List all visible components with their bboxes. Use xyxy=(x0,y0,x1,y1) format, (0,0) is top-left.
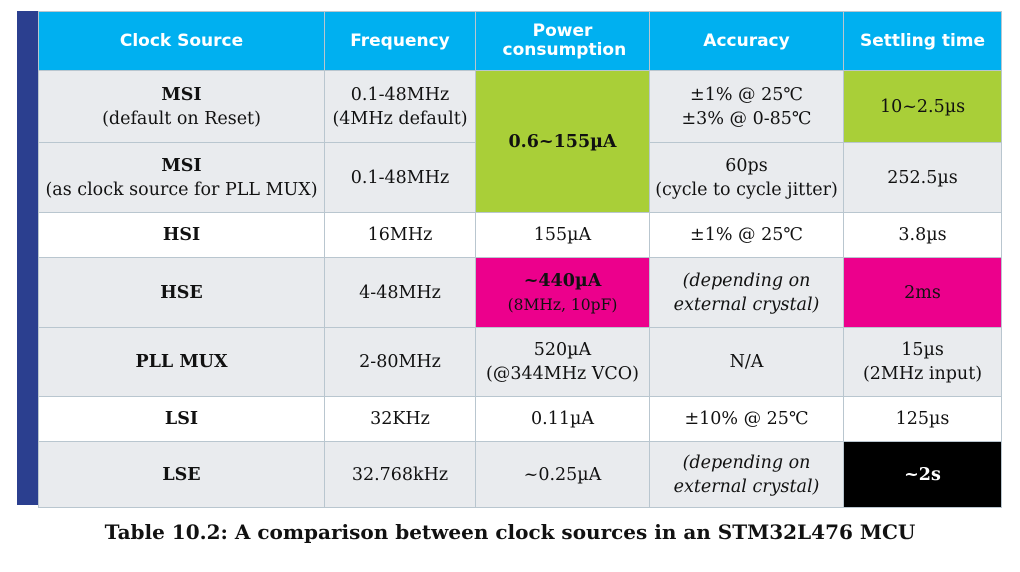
accuracy-line: (depending on xyxy=(682,452,811,473)
cell-settling: 10~2.5µs xyxy=(843,70,1002,143)
clock-comparison-table: Clock Source Frequency Power consumption… xyxy=(38,11,1002,508)
cell-source: MSI (as clock source for PLL MUX) xyxy=(38,142,325,213)
cell-settling: 15µs (2MHz input) xyxy=(843,327,1002,397)
header-accuracy: Accuracy xyxy=(649,11,844,71)
accuracy-line: ±1% @ 25℃ xyxy=(690,84,803,105)
power-value: ~440µA xyxy=(523,270,602,291)
table-header-row: Clock Source Frequency Power consumption… xyxy=(38,11,1002,71)
table-row: PLL MUX 2-80MHz 520µA (@344MHz VCO) N/A … xyxy=(38,327,1002,397)
accuracy-line: 60ps xyxy=(725,155,768,176)
settling-note: (2MHz input) xyxy=(862,364,983,384)
cell-frequency: 4-48MHz xyxy=(324,257,476,328)
cell-source: HSI xyxy=(38,212,325,258)
cell-accuracy: (depending on external crystal) xyxy=(649,257,844,328)
cell-settling: 3.8µs xyxy=(843,212,1002,258)
cell-accuracy: 60ps (cycle to cycle jitter) xyxy=(649,142,844,213)
cell-settling: 252.5µs xyxy=(843,142,1002,213)
settling-value: 15µs xyxy=(901,340,944,360)
cell-accuracy: (depending on external crystal) xyxy=(649,441,844,508)
cell-power: ~0.25µA xyxy=(475,441,650,508)
accuracy-note: (cycle to cycle jitter) xyxy=(655,179,838,200)
source-name: MSI xyxy=(161,84,202,105)
settling-value: 10~2.5µs xyxy=(879,96,966,117)
power-value: 0.6~155µA xyxy=(508,131,617,152)
cell-settling: ~2s xyxy=(843,441,1002,508)
header-frequency: Frequency xyxy=(324,11,476,71)
table-row: HSI 16MHz 155µA ±1% @ 25℃ 3.8µs xyxy=(38,212,1002,258)
accuracy-line: ±3% @ 0-85℃ xyxy=(681,108,812,129)
cell-power-merged: 0.6~155µA xyxy=(475,70,650,213)
cell-source: LSE xyxy=(38,441,325,508)
cell-settling: 125µs xyxy=(843,396,1002,442)
cell-frequency: 16MHz xyxy=(324,212,476,258)
cell-accuracy: N/A xyxy=(649,327,844,397)
cell-frequency: 2-80MHz xyxy=(324,327,476,397)
cell-accuracy: ±10% @ 25℃ xyxy=(649,396,844,442)
cell-power: 155µA xyxy=(475,212,650,258)
cell-source: HSE xyxy=(38,257,325,328)
cell-source: LSI xyxy=(38,396,325,442)
source-name: MSI xyxy=(161,155,202,176)
table-row: MSI (default on Reset) 0.1-48MHz (4MHz d… xyxy=(38,70,1002,213)
settling-value: 252.5µs xyxy=(887,167,958,188)
table-caption: Table 10.2: A comparison between clock s… xyxy=(104,520,916,544)
table-row: MSI (as clock source for PLL MUX) 0.1-48… xyxy=(38,142,1002,213)
source-note: (default on Reset) xyxy=(102,108,261,129)
cell-frequency: 32.768kHz xyxy=(324,441,476,508)
cell-accuracy: ±1% @ 25℃ xyxy=(649,212,844,258)
cell-accuracy: ±1% @ 25℃ ±3% @ 0-85℃ xyxy=(649,70,844,143)
header-clock-source: Clock Source xyxy=(38,11,325,71)
header-power-label: Power consumption xyxy=(502,21,627,60)
frequency-line: 0.1-48MHz xyxy=(350,84,450,105)
frequency-note: (4MHz default) xyxy=(332,108,468,129)
power-note: (8MHz, 10pF) xyxy=(507,295,618,314)
cell-frequency: 0.1-48MHz (4MHz default) xyxy=(324,70,476,143)
frequency-line: 0.1-48MHz xyxy=(350,167,450,188)
cell-power: ~440µA (8MHz, 10pF) xyxy=(475,257,650,328)
left-accent-bar xyxy=(17,11,38,505)
table-row: LSI 32KHz 0.11µA ±10% @ 25℃ 125µs xyxy=(38,396,1002,442)
cell-power: 0.11µA xyxy=(475,396,650,442)
source-note: (as clock source for PLL MUX) xyxy=(45,179,318,200)
cell-frequency: 32KHz xyxy=(324,396,476,442)
cell-source: MSI (default on Reset) xyxy=(38,70,325,143)
accuracy-line: external crystal) xyxy=(673,294,820,315)
cell-settling: 2ms xyxy=(843,257,1002,328)
accuracy-line: (depending on xyxy=(682,270,811,291)
header-settling-time: Settling time xyxy=(843,11,1002,71)
table-row: HSE 4-48MHz ~440µA (8MHz, 10pF) (dependi… xyxy=(38,257,1002,328)
cell-frequency: 0.1-48MHz xyxy=(324,142,476,213)
accuracy-line: external crystal) xyxy=(673,476,820,497)
cell-power: 520µA (@344MHz VCO) xyxy=(475,327,650,397)
cell-source: PLL MUX xyxy=(38,327,325,397)
power-value: 520µA xyxy=(533,340,592,360)
power-note: (@344MHz VCO) xyxy=(486,364,639,384)
table-row: LSE 32.768kHz ~0.25µA (depending on exte… xyxy=(38,441,1002,508)
header-power-consumption: Power consumption xyxy=(475,11,650,71)
